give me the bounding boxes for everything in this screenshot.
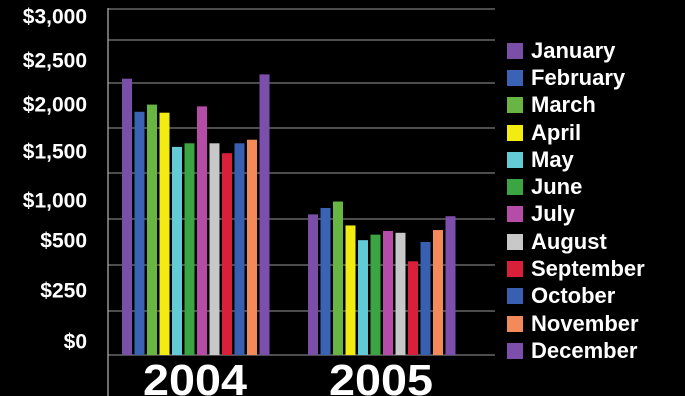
y-axis-tick-labels: $0 $250 $500 $1,000 $1,500 $2,000 $2,500 $3,000 bbox=[23, 6, 87, 354]
legend-item-may: May bbox=[507, 146, 682, 173]
x-axis-category-labels: 2004 2005 bbox=[143, 356, 433, 396]
legend-item-january: January bbox=[507, 37, 682, 64]
bar-october-2004 bbox=[234, 143, 245, 355]
legend-item-october: October bbox=[507, 283, 682, 310]
y-tick-label: $2,000 bbox=[23, 94, 87, 117]
bar-august-2004 bbox=[209, 143, 220, 355]
legend-label: October bbox=[531, 283, 616, 309]
bar-march-2004 bbox=[147, 104, 157, 355]
legend-item-august: August bbox=[507, 228, 682, 255]
legend-label: November bbox=[531, 310, 639, 336]
legend-item-february: February bbox=[507, 64, 682, 91]
legend: January February March April May June July Augu… bbox=[507, 37, 682, 365]
y-tick-label: $1,000 bbox=[23, 190, 87, 213]
bar-may-2005 bbox=[358, 240, 368, 355]
bar-july-2004 bbox=[197, 106, 207, 356]
legend-swatch bbox=[507, 179, 523, 196]
bar-february-2005 bbox=[320, 207, 331, 355]
legend-swatch bbox=[507, 124, 523, 141]
legend-item-april: April bbox=[507, 119, 682, 146]
bar-november-2004 bbox=[247, 139, 257, 355]
y-tick-label: $500 bbox=[40, 230, 87, 253]
bar-june-2004 bbox=[184, 143, 195, 355]
bar-november-2005 bbox=[433, 230, 443, 355]
bar-december-2004 bbox=[259, 74, 270, 356]
legend-swatch bbox=[507, 315, 523, 332]
legend-item-november: November bbox=[507, 310, 682, 337]
bar-august-2005 bbox=[395, 232, 406, 355]
bar-october-2005 bbox=[420, 242, 431, 355]
bar-july-2005 bbox=[383, 230, 393, 355]
bar-april-2005 bbox=[345, 225, 356, 355]
legend-label: July bbox=[531, 201, 576, 227]
legend-item-september: September bbox=[507, 255, 682, 282]
bar-june-2005 bbox=[370, 234, 381, 355]
bars bbox=[122, 74, 456, 356]
y-tick-label: $3,000 bbox=[23, 6, 87, 29]
y-tick-label: $0 bbox=[64, 331, 87, 354]
bar-december-2005 bbox=[445, 216, 456, 355]
legend-swatch bbox=[507, 69, 523, 86]
legend-item-december: December bbox=[507, 337, 682, 364]
bar-september-2004 bbox=[222, 153, 232, 355]
legend-label: September bbox=[531, 256, 645, 282]
bar-january-2004 bbox=[122, 78, 132, 355]
legend-item-july: July bbox=[507, 201, 682, 228]
legend-swatch bbox=[507, 288, 523, 305]
bar-may-2004 bbox=[172, 146, 182, 355]
legend-label: March bbox=[531, 92, 596, 118]
legend-label: February bbox=[531, 64, 626, 90]
legend-swatch bbox=[507, 233, 523, 250]
legend-label: December bbox=[531, 337, 638, 363]
bar-march-2005 bbox=[333, 201, 343, 355]
legend-swatch bbox=[507, 261, 523, 278]
x-category-label: 2004 bbox=[143, 356, 248, 396]
legend-item-june: June bbox=[507, 173, 682, 200]
bar-september-2005 bbox=[408, 261, 418, 355]
legend-swatch bbox=[507, 151, 523, 168]
legend-swatch bbox=[507, 342, 523, 359]
legend-swatch bbox=[507, 97, 523, 114]
bar-april-2004 bbox=[159, 112, 170, 355]
y-tick-label: $2,500 bbox=[23, 50, 87, 73]
legend-item-march: March bbox=[507, 92, 682, 119]
legend-label: May bbox=[531, 146, 574, 172]
legend-label: August bbox=[531, 228, 607, 254]
y-tick-label: $250 bbox=[40, 280, 87, 303]
bar-february-2004 bbox=[134, 111, 145, 355]
legend-swatch bbox=[507, 206, 523, 223]
legend-swatch bbox=[507, 42, 523, 59]
bar-january-2005 bbox=[308, 214, 318, 355]
y-tick-label: $1,500 bbox=[23, 141, 87, 164]
legend-label: June bbox=[531, 174, 583, 200]
x-category-label: 2005 bbox=[329, 356, 433, 396]
legend-label: April bbox=[531, 119, 582, 145]
legend-label: January bbox=[531, 37, 616, 63]
